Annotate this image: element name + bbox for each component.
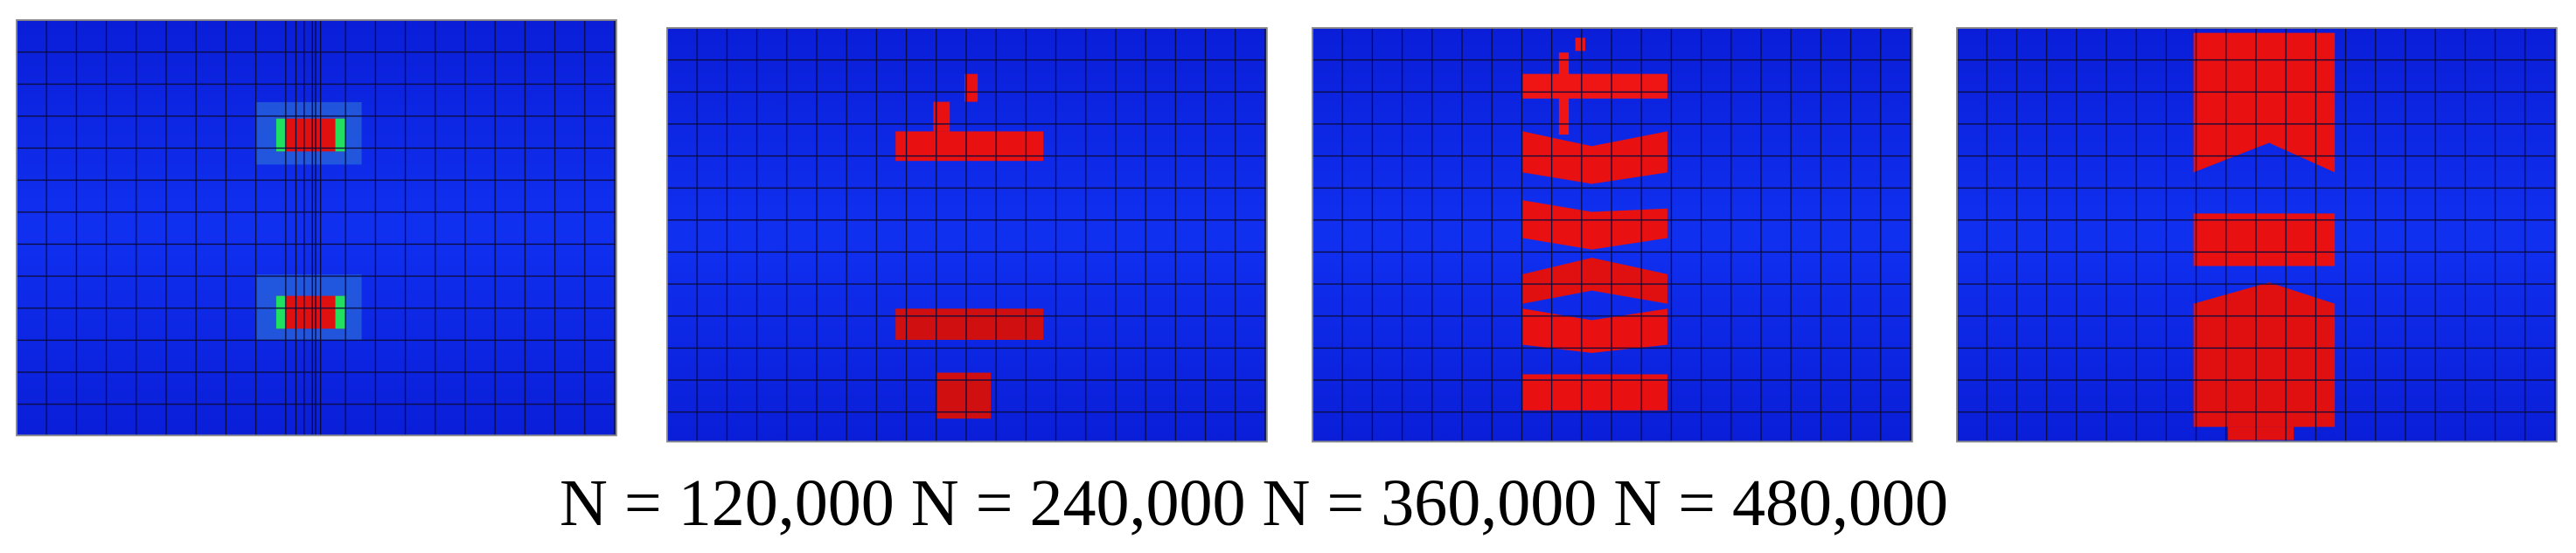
panel-4 (1956, 27, 2558, 443)
panel-2 (666, 27, 1268, 443)
caption: N = 120,000 N = 240,000 N = 360,000 N = … (560, 467, 1948, 540)
panel-1 (16, 19, 617, 437)
panel-3 (1312, 27, 1913, 443)
